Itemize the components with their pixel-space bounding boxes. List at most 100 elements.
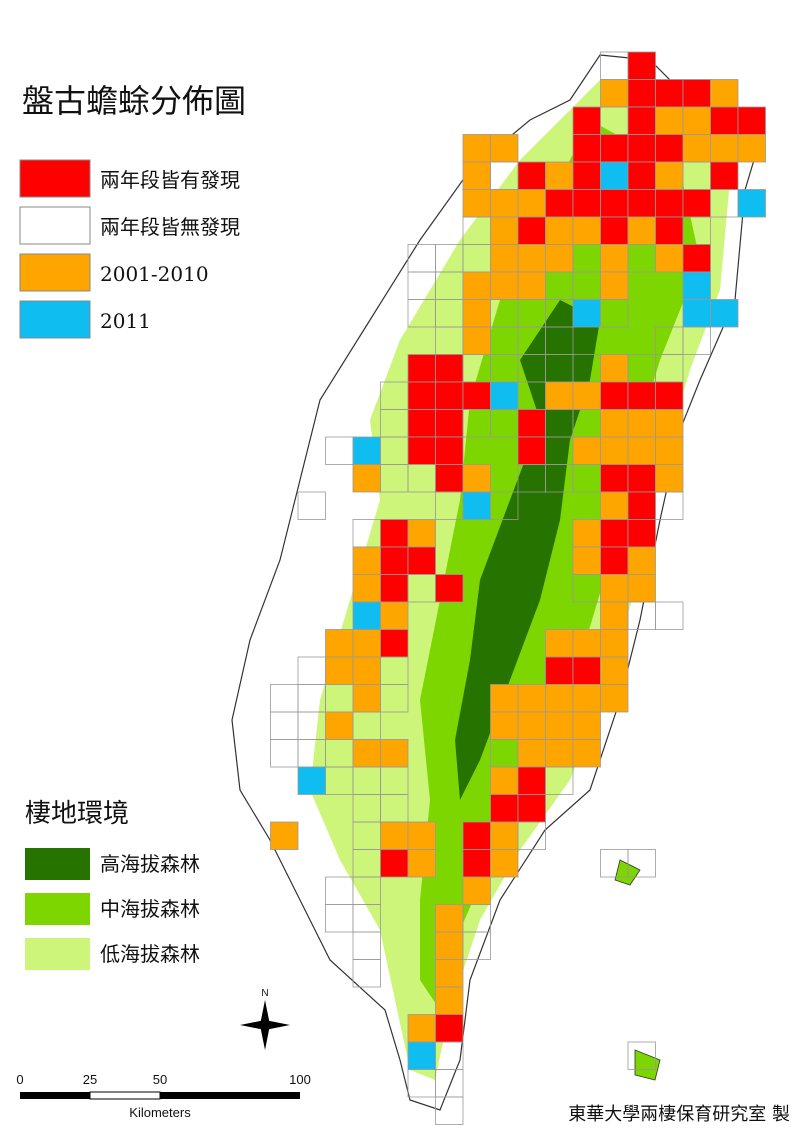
grid-cell bbox=[490, 491, 519, 520]
grid-cell bbox=[517, 464, 546, 493]
grid-cell bbox=[627, 134, 656, 163]
grid-cell bbox=[600, 601, 629, 630]
grid-cell bbox=[545, 354, 574, 383]
grid-cell bbox=[545, 409, 574, 438]
grid-cell bbox=[490, 189, 519, 218]
grid-cell bbox=[435, 299, 464, 328]
grid-cell bbox=[710, 134, 739, 163]
grid-cell bbox=[545, 464, 574, 493]
grid-cell bbox=[462, 876, 491, 905]
grid-cell bbox=[600, 189, 629, 218]
grid-cell bbox=[545, 381, 574, 410]
grid-cell bbox=[325, 436, 354, 465]
grid-cell bbox=[572, 106, 601, 135]
grid-cell bbox=[545, 326, 574, 355]
grid-cell bbox=[572, 684, 601, 713]
grid-cell bbox=[407, 409, 436, 438]
grid-cell bbox=[600, 51, 629, 80]
grid-cell bbox=[655, 106, 684, 135]
grid-cell bbox=[352, 821, 381, 850]
grid-cell bbox=[682, 134, 711, 163]
grid-cell bbox=[600, 684, 629, 713]
grid-cell bbox=[517, 244, 546, 273]
grid-cell bbox=[325, 711, 354, 740]
grid-cell bbox=[710, 299, 739, 328]
grid-cell bbox=[572, 629, 601, 658]
grid-cell bbox=[435, 244, 464, 273]
habitat-label: 低海拔森林 bbox=[100, 942, 200, 966]
scale-label: 25 bbox=[83, 1072, 97, 1087]
grid-cell bbox=[600, 271, 629, 300]
grid-cell bbox=[737, 134, 766, 163]
legend-label: 2011 bbox=[100, 309, 151, 333]
grid-cell bbox=[627, 436, 656, 465]
grid-cell bbox=[572, 574, 601, 603]
survey-grid bbox=[270, 51, 766, 1125]
grid-cell bbox=[462, 821, 491, 850]
grid-cell bbox=[517, 409, 546, 438]
grid-cell bbox=[435, 354, 464, 383]
grid-cell bbox=[600, 354, 629, 383]
grid-cell bbox=[435, 1069, 464, 1098]
grid-cell bbox=[517, 216, 546, 245]
grid-cell bbox=[600, 244, 629, 273]
grid-cell bbox=[572, 354, 601, 383]
grid-cell bbox=[572, 464, 601, 493]
grid-cell bbox=[710, 79, 739, 108]
legend-label: 2001-2010 bbox=[100, 262, 209, 286]
grid-cell bbox=[407, 299, 436, 328]
grid-cell bbox=[655, 601, 684, 630]
grid-cell bbox=[462, 354, 491, 383]
grid-cell bbox=[627, 51, 656, 80]
grid-cell bbox=[352, 849, 381, 878]
grid-cell bbox=[352, 711, 381, 740]
grid-cell bbox=[572, 409, 601, 438]
grid-cell bbox=[655, 326, 684, 355]
grid-cell bbox=[435, 326, 464, 355]
grid-cell bbox=[435, 986, 464, 1015]
grid-cell bbox=[517, 436, 546, 465]
grid-cell bbox=[627, 464, 656, 493]
grid-cell bbox=[407, 271, 436, 300]
grid-cell bbox=[490, 161, 519, 190]
grid-cell bbox=[490, 134, 519, 163]
grid-cell bbox=[627, 491, 656, 520]
grid-cell bbox=[572, 739, 601, 768]
grid-cell bbox=[600, 161, 629, 190]
grid-cell bbox=[325, 739, 354, 768]
grid-cell bbox=[572, 381, 601, 410]
grid-cell bbox=[600, 656, 629, 685]
grid-cell bbox=[600, 629, 629, 658]
grid-cell bbox=[517, 271, 546, 300]
grid-cell bbox=[655, 216, 684, 245]
grid-cell bbox=[435, 491, 464, 520]
grid-cell bbox=[462, 904, 491, 933]
habitat-swatch bbox=[25, 848, 90, 880]
grid-cell bbox=[407, 1069, 436, 1098]
grid-cell bbox=[682, 271, 711, 300]
grid-cell bbox=[600, 464, 629, 493]
grid-cell bbox=[490, 244, 519, 273]
grid-cell bbox=[517, 821, 546, 850]
grid-cell bbox=[490, 271, 519, 300]
grid-cell bbox=[352, 904, 381, 933]
grid-cell bbox=[627, 216, 656, 245]
grid-cell bbox=[297, 711, 326, 740]
grid-cell bbox=[572, 134, 601, 163]
scale-unit: Kilometers bbox=[129, 1105, 191, 1120]
grid-cell bbox=[655, 354, 684, 383]
grid-cell bbox=[407, 244, 436, 273]
grid-cell bbox=[352, 794, 381, 823]
grid-cell bbox=[545, 299, 574, 328]
grid-cell bbox=[407, 381, 436, 410]
grid-cell bbox=[627, 574, 656, 603]
grid-cell bbox=[407, 1041, 436, 1070]
grid-cell bbox=[490, 326, 519, 355]
grid-cell bbox=[490, 409, 519, 438]
grid-cell bbox=[380, 546, 409, 575]
grid-cell bbox=[655, 161, 684, 190]
grid-cell bbox=[600, 546, 629, 575]
grid-cell bbox=[517, 161, 546, 190]
